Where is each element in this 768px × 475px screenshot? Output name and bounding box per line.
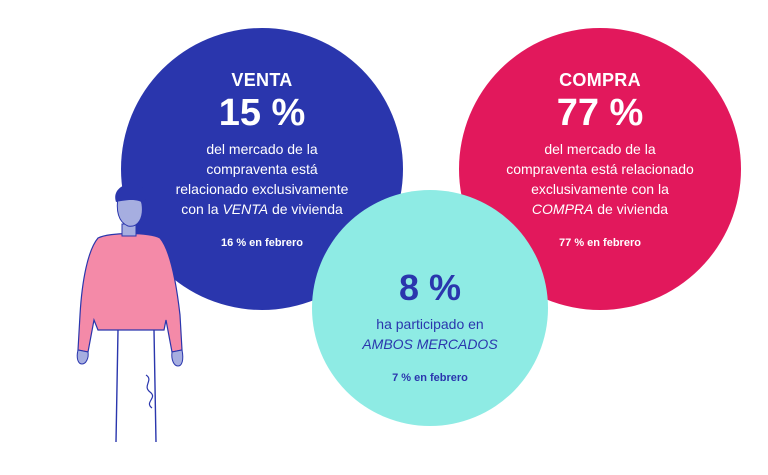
compra-description: del mercado de la compraventa está relac… xyxy=(506,139,694,219)
person-illustration-icon xyxy=(76,183,184,443)
compra-desc-line4-post: de vivienda xyxy=(593,201,669,217)
venta-desc-line4-em: VENTA xyxy=(222,201,269,217)
venta-percent: 15 % xyxy=(218,92,306,134)
ambos-percent: 8 % xyxy=(398,267,462,308)
venta-desc-line1: del mercado de la xyxy=(206,141,318,157)
ambos-previous: 7 % en febrero xyxy=(392,372,468,384)
venta-desc-line4-post: de vivienda xyxy=(268,201,343,217)
compra-desc-line1: del mercado de la xyxy=(544,141,656,157)
compra-desc-line4: COMPRA de vivienda xyxy=(506,199,694,219)
venta-desc-line2: compraventa está xyxy=(206,161,318,177)
compra-desc-line2: compraventa está relacionado xyxy=(506,161,694,177)
venta-previous: 16 % en febrero xyxy=(221,237,303,249)
ambos-desc-line2: AMBOS MERCADOS xyxy=(362,334,497,354)
venta-label: VENTA xyxy=(231,70,293,90)
ambos-desc-line2-em: AMBOS MERCADOS xyxy=(362,336,498,352)
compra-desc-line4-em: COMPRA xyxy=(531,201,594,217)
venta-desc-line4: con la VENTA de vivienda xyxy=(176,199,349,219)
venta-desc-line3: relacionado exclusivamente xyxy=(175,181,349,197)
ambos-desc-line1: ha participado en xyxy=(376,316,484,332)
compra-previous: 77 % en febrero xyxy=(559,237,641,249)
compra-label: COMPRA xyxy=(559,70,641,90)
compra-percent: 77 % xyxy=(556,92,644,134)
venta-desc-line4-pre: con la xyxy=(181,201,223,217)
ambos-description: ha participado en AMBOS MERCADOS xyxy=(362,314,497,354)
venta-description: del mercado de la compraventa está relac… xyxy=(176,139,349,219)
compra-desc-line3: exclusivamente con la xyxy=(531,181,669,197)
ambos-circle: 8 % ha participado en AMBOS MERCADOS 7 %… xyxy=(312,190,548,426)
